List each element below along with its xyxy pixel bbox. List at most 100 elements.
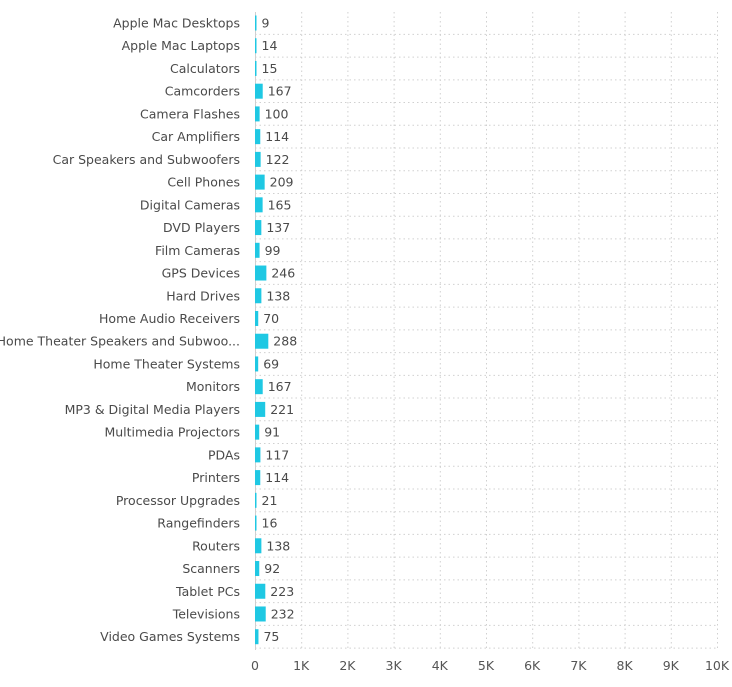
value-label: 100 [265,106,289,121]
category-label: DVD Players [163,220,240,235]
bar[interactable] [255,606,266,622]
bar[interactable] [255,629,259,645]
bar-layer [255,15,269,645]
grid-layer [255,12,718,650]
category-label: Apple Mac Desktops [113,16,240,31]
bar[interactable] [255,492,257,508]
value-label: 246 [271,266,295,281]
bar[interactable] [255,424,260,440]
value-label: 99 [265,243,281,258]
category-label: MP3 & Digital Media Players [65,402,240,417]
bar[interactable] [255,174,265,190]
value-label: 288 [273,334,297,349]
category-label: Monitors [186,379,240,394]
category-label: Home Audio Receivers [99,311,240,326]
value-label: 15 [262,61,278,76]
bar[interactable] [255,265,267,281]
value-label: 91 [264,425,280,440]
x-tick-label: 2K [339,658,356,673]
category-label: Digital Cameras [140,197,240,212]
bar[interactable] [255,333,269,349]
value-label: 75 [263,629,279,644]
value-label: 92 [264,561,280,576]
category-label: Car Amplifiers [152,129,240,144]
value-label: 167 [268,379,292,394]
value-label: 137 [266,220,290,235]
value-label: 167 [268,84,292,99]
bar[interactable] [255,60,257,76]
category-label: Home Theater Systems [93,356,240,371]
x-tick-label: 8K [617,658,634,673]
bar[interactable] [255,220,262,236]
label-layer: Apple Mac Desktops 9 Apple Mac Laptops 14 Ca… [0,16,297,645]
category-label: Processor Upgrades [116,493,240,508]
value-label: 21 [262,493,278,508]
category-label: Rangefinders [157,516,240,531]
category-label: Televisions [172,606,240,621]
bar[interactable] [255,288,262,304]
category-label: Hard Drives [166,288,240,303]
value-label: 221 [270,402,294,417]
x-tick-label: 0 [251,658,259,673]
category-label: Car Speakers and Subwoofers [53,152,240,167]
x-tick-label: 7K [570,658,587,673]
value-label: 16 [262,516,278,531]
value-label: 122 [266,152,290,167]
x-tick-label: 9K [663,658,680,673]
bar[interactable] [255,470,261,486]
value-label: 114 [265,129,289,144]
value-label: 117 [265,447,289,462]
bar[interactable] [255,197,263,213]
x-tick-label: 10K [705,658,730,673]
value-label: 165 [268,197,292,212]
bar[interactable] [255,242,260,258]
value-label: 223 [270,584,294,599]
category-label: Printers [192,470,240,485]
x-tick-label: 6K [524,658,541,673]
category-label: GPS Devices [162,266,240,281]
value-label: 209 [270,175,294,190]
category-label: Film Cameras [155,243,240,258]
category-label: Scanners [182,561,240,576]
bar[interactable] [255,379,263,395]
bar[interactable] [255,129,261,145]
bar[interactable] [255,310,259,326]
bar[interactable] [255,401,266,417]
value-label: 14 [262,38,278,53]
x-tick-label: 1K [293,658,310,673]
x-tick-label: 4K [432,658,449,673]
value-label: 232 [271,606,295,621]
category-label: Camcorders [165,84,240,99]
category-label: Multimedia Projectors [104,425,240,440]
value-label: 138 [266,538,290,553]
category-label: Apple Mac Laptops [122,38,240,53]
bar[interactable] [255,15,257,31]
x-tick-label: 5K [478,658,495,673]
category-label: Home Theater Speakers and Subwoo... [0,334,240,349]
x-tick-label: 3K [386,658,403,673]
bar[interactable] [255,356,259,372]
value-label: 114 [265,470,289,485]
value-label: 9 [262,16,270,31]
category-label: PDAs [208,447,240,462]
bar[interactable] [255,83,263,99]
bar[interactable] [255,38,257,54]
bar[interactable] [255,515,257,531]
value-label: 70 [263,311,279,326]
bar[interactable] [255,106,260,122]
tick-layer: 0 1K 2K 3K 4K 5K 6K 7K 8K 9K 10K [251,658,730,673]
bar[interactable] [255,447,261,463]
category-label: Tablet PCs [175,584,240,599]
category-label: Calculators [170,61,240,76]
category-label: Video Games Systems [100,629,240,644]
bar[interactable] [255,561,260,577]
category-label: Routers [192,538,240,553]
bar[interactable] [255,151,261,167]
category-label: Cell Phones [167,175,240,190]
category-label: Camera Flashes [140,106,240,121]
bar[interactable] [255,583,266,599]
bar[interactable] [255,538,262,554]
value-label: 69 [263,356,279,371]
